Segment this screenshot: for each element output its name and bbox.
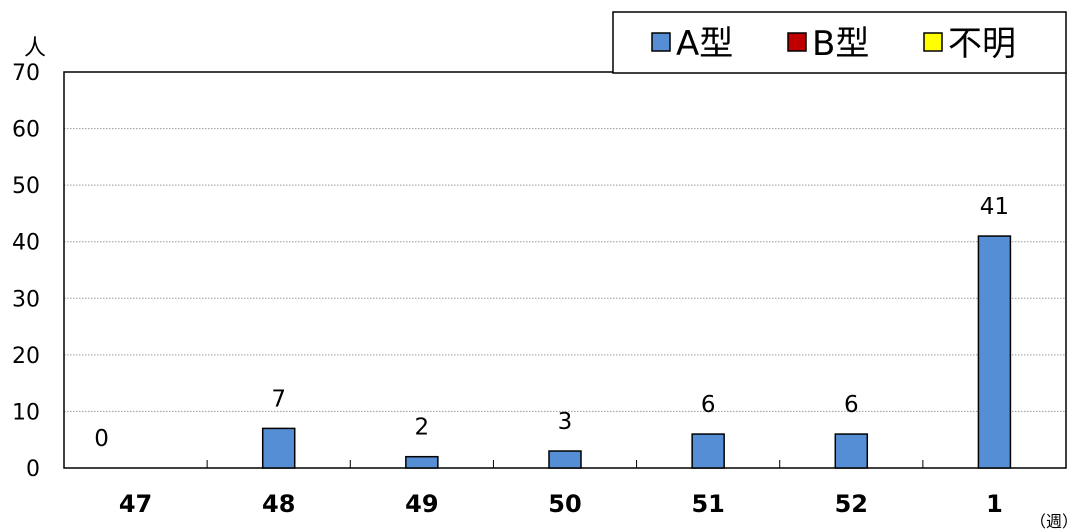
y-tick-label: 70: [12, 61, 40, 86]
legend: A型 B型 不明: [612, 11, 1067, 74]
y-tick-label: 50: [12, 174, 40, 199]
x-tick-label: 1: [986, 490, 1003, 518]
data-label: 7: [271, 386, 286, 412]
legend-swatch: [651, 32, 671, 52]
y-tick-label: 20: [12, 344, 40, 369]
data-label: 2: [415, 415, 430, 441]
legend-swatch: [787, 32, 807, 52]
y-tick-label: 30: [12, 287, 40, 312]
x-axis: 47 48 49 50 51 52 1: [119, 460, 1003, 518]
y-axis-unit-label: 人: [24, 36, 46, 61]
x-tick-label: 52: [835, 490, 868, 518]
y-axis: 0 10 20 30 40 50 60 70: [12, 61, 40, 482]
data-label: 41: [980, 194, 1009, 220]
x-tick-label: 49: [405, 490, 438, 518]
data-label: 6: [844, 392, 859, 418]
grid-lines: [64, 128, 1066, 412]
bar: [261, 427, 296, 469]
x-axis-unit-label: （週）: [1030, 512, 1078, 530]
bar: [548, 450, 582, 469]
legend-label: A型: [676, 24, 733, 64]
legend-label: B型: [812, 24, 869, 64]
data-labels: 0 7 2 3 6 6 41: [94, 194, 1009, 452]
y-tick-label: 0: [26, 457, 40, 482]
data-label: 0: [94, 426, 109, 452]
bars: [261, 235, 1012, 469]
y-tick-label: 40: [12, 231, 40, 256]
data-label: 6: [701, 392, 716, 418]
x-tick-label: 51: [691, 490, 724, 518]
bar: [834, 433, 869, 469]
bar: [977, 235, 1012, 469]
data-label: 3: [558, 409, 573, 435]
bar: [691, 433, 725, 469]
x-tick-label: 50: [548, 490, 581, 518]
x-tick-label: 48: [262, 490, 295, 518]
legend-box: [612, 11, 1067, 74]
legend-label: 不明: [948, 24, 1016, 64]
legend-swatch: [923, 32, 943, 52]
y-tick-label: 10: [12, 400, 40, 425]
bar: [405, 455, 439, 469]
x-tick-label: 47: [119, 490, 152, 518]
y-tick-label: 60: [12, 118, 40, 143]
